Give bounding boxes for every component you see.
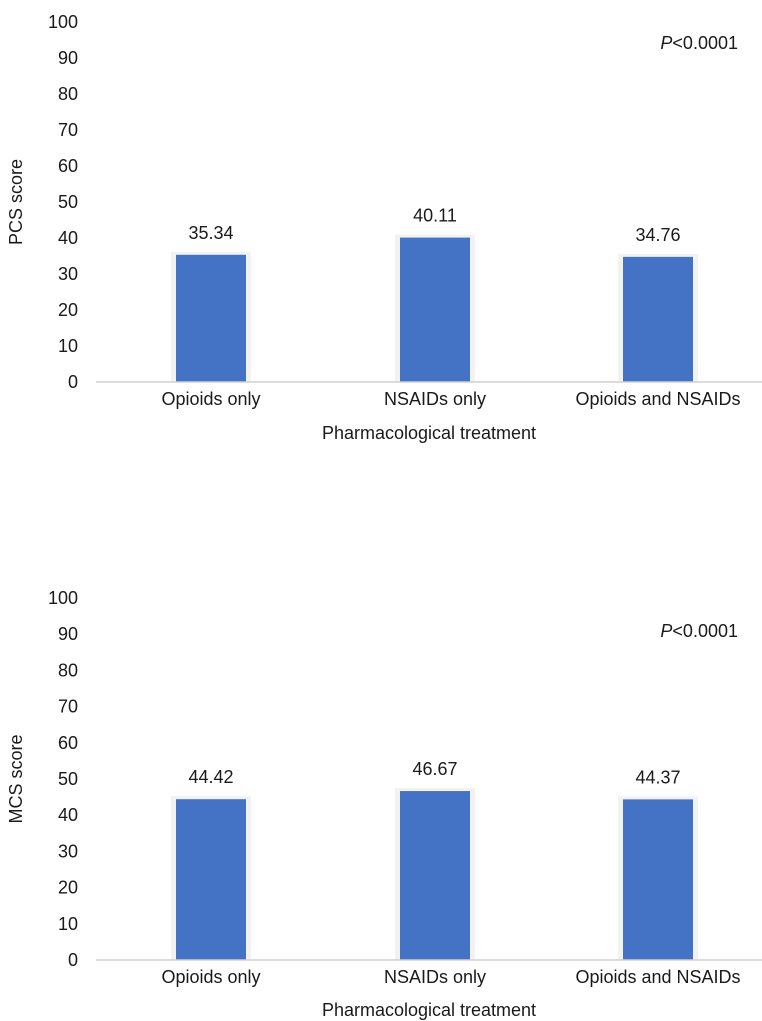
bar — [400, 791, 470, 960]
y-tick-label: 30 — [58, 841, 78, 861]
data-label: 46.67 — [412, 759, 457, 779]
data-label: 40.11 — [413, 206, 457, 226]
y-tick-label: 50 — [58, 192, 78, 212]
y-tick-label: 60 — [58, 156, 78, 176]
p-value-text: <0.0001 — [672, 621, 738, 641]
x-tick-label: NSAIDs only — [384, 967, 486, 987]
y-tick-label: 30 — [58, 264, 78, 284]
y-tick-label: 50 — [58, 769, 78, 789]
y-tick-label: 10 — [58, 336, 78, 356]
p-value-annotation: P<0.0001 — [660, 621, 738, 641]
data-label: 44.42 — [188, 767, 233, 787]
p-value-text: <0.0001 — [672, 33, 738, 53]
x-tick-label: Opioids and NSAIDs — [575, 967, 740, 987]
y-axis-title: MCS score — [6, 734, 26, 823]
y-tick-label: 100 — [48, 588, 78, 608]
y-tick-label: 20 — [58, 300, 78, 320]
p-value-symbol: P — [660, 621, 672, 641]
data-label: 34.76 — [635, 225, 680, 245]
y-tick-label: 80 — [58, 84, 78, 104]
x-tick-label: NSAIDs only — [384, 389, 486, 409]
x-axis-title: Pharmacological treatment — [322, 423, 536, 443]
data-label: 35.34 — [188, 223, 233, 243]
y-tick-label: 70 — [58, 120, 78, 140]
y-tick-label: 0 — [68, 950, 78, 970]
y-tick-label: 40 — [58, 228, 78, 248]
x-tick-label: Opioids only — [161, 389, 260, 409]
x-axis-title: Pharmacological treatment — [322, 1000, 536, 1020]
chart-panel-2: 0 10 20 30 40 50 60 70 80 90 100 MCS score 44.42 46.6… — [6, 588, 762, 1020]
y-tick-label: 0 — [68, 372, 78, 392]
bar — [623, 256, 693, 382]
data-label: 44.37 — [635, 767, 680, 787]
y-tick-label: 90 — [58, 624, 78, 644]
bar — [176, 799, 246, 960]
bar — [623, 799, 693, 960]
y-axis-title: PCS score — [6, 159, 26, 245]
y-tick-label: 70 — [58, 697, 78, 717]
x-tick-label: Opioids only — [161, 967, 260, 987]
y-tick-label: 10 — [58, 914, 78, 934]
y-tick-label: 20 — [58, 878, 78, 898]
y-tick-label: 100 — [48, 12, 78, 32]
p-value-symbol: P — [660, 33, 672, 53]
y-tick-label: 60 — [58, 733, 78, 753]
bar — [400, 237, 470, 382]
x-tick-label: Opioids and NSAIDs — [575, 389, 740, 409]
y-tick-label: 40 — [58, 805, 78, 825]
y-tick-label: 90 — [58, 48, 78, 68]
y-tick-label: 80 — [58, 660, 78, 680]
p-value-annotation: P<0.0001 — [660, 33, 738, 53]
chart-panel-1: 0 10 20 30 40 50 60 70 80 90 100 PCS score 35.34 40.1… — [6, 12, 762, 443]
bar — [176, 254, 246, 382]
